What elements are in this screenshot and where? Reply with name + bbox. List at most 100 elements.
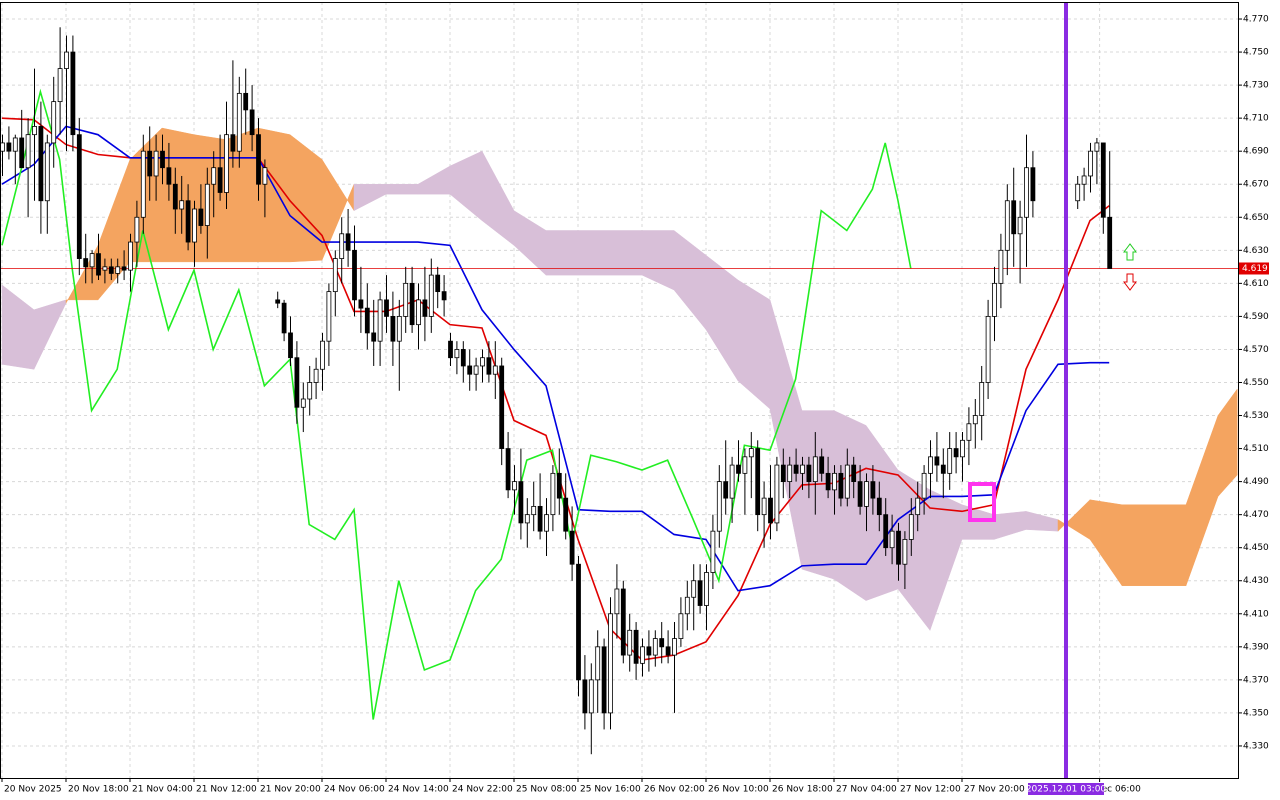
candle-body — [313, 368, 319, 383]
cursor-label: 2025.12.01 03:00 — [1026, 785, 1107, 795]
candle-body — [377, 299, 383, 342]
candle-body — [966, 423, 972, 441]
y-tick-label: 4.550 — [1243, 378, 1269, 388]
candle-body — [140, 150, 146, 218]
x-tick-label: 27 Nov 12:00 — [900, 785, 961, 795]
candle-body — [83, 258, 89, 268]
candle-body — [844, 464, 850, 499]
candle-body — [25, 134, 31, 169]
candle-body — [1088, 150, 1093, 177]
candle-body — [147, 150, 153, 177]
up-arrow — [1123, 243, 1137, 261]
candle-body — [576, 563, 581, 681]
lines-layer — [0, 88, 1238, 720]
x-tick-label: 27 Nov 04:00 — [836, 785, 897, 795]
candle-body — [652, 638, 658, 656]
candle-body — [531, 505, 537, 516]
candle-body — [300, 398, 306, 408]
candle-body — [0, 142, 5, 152]
candle-body — [352, 249, 357, 301]
candle-body — [563, 497, 569, 532]
candle-body — [1011, 200, 1017, 235]
candle-body — [742, 456, 748, 474]
candle-body — [595, 646, 601, 681]
candle-body — [480, 357, 485, 367]
y-tick-label: 4.390 — [1243, 642, 1269, 652]
candle-body — [819, 456, 825, 474]
candle-body — [806, 464, 812, 483]
candle-body — [992, 282, 997, 317]
candle-body — [665, 646, 671, 656]
x-tick-label: ec 06:00 — [1102, 785, 1142, 795]
x-tick-label: 24 Nov 22:00 — [452, 785, 513, 795]
candle-body — [556, 472, 562, 499]
candle-body — [96, 253, 101, 276]
candle-body — [307, 382, 313, 400]
y-tick-label: 4.730 — [1243, 81, 1269, 91]
candle-body — [384, 299, 389, 317]
candle-body — [524, 514, 530, 524]
candle-body — [134, 216, 140, 243]
candle-body — [320, 340, 325, 370]
x-tick-label: 20 Nov 2025 — [4, 785, 62, 795]
y-tick-label: 4.670 — [1243, 180, 1269, 190]
candle-body — [588, 679, 594, 714]
candle-body — [275, 299, 281, 304]
candle-body — [1024, 167, 1029, 218]
candle-body — [697, 580, 703, 606]
indicator-line — [1, 88, 912, 720]
candle-body — [1094, 142, 1100, 152]
candle-body — [294, 357, 300, 408]
cloud-up — [1153, 504, 1187, 586]
candle-body — [224, 134, 229, 193]
candle-body — [57, 68, 63, 103]
candle-body — [243, 92, 249, 111]
candle-body — [851, 464, 857, 483]
x-tick-label: 25 Nov 08:00 — [516, 785, 577, 795]
candle-body — [211, 167, 217, 185]
candle-body — [64, 51, 69, 69]
candle-body — [19, 137, 25, 169]
candle-body — [857, 481, 863, 507]
candles-layer — [0, 27, 1113, 755]
candle-body — [979, 382, 985, 416]
y-tick-label: 4.770 — [1243, 15, 1269, 25]
candle-body — [192, 208, 197, 243]
down-arrow — [1123, 273, 1137, 291]
axes-layer: 4.770 4.750 4.730 4.710 4.690 4.670 4.650 4.630… — [1, 15, 1269, 795]
candle-body — [659, 638, 665, 648]
y-tick-label: 4.590 — [1243, 312, 1269, 322]
candle-body — [780, 464, 786, 483]
candle-body — [832, 472, 837, 491]
candle-body — [704, 572, 709, 606]
candle-body — [640, 646, 645, 664]
candle-body — [928, 456, 933, 474]
current-price-box — [1239, 262, 1269, 275]
candle-body — [582, 679, 588, 714]
candle-body — [1100, 142, 1106, 218]
candle-body — [288, 332, 293, 359]
y-tick-label: 4.450 — [1243, 543, 1269, 553]
candle-body — [883, 514, 889, 549]
candle-body — [76, 134, 82, 259]
candle-body — [512, 481, 517, 491]
candle-body — [889, 530, 895, 549]
candle-body — [281, 302, 287, 334]
candle-body — [339, 233, 345, 259]
candle-body — [204, 183, 210, 226]
x-tick-label: 26 Nov 02:00 — [644, 785, 705, 795]
x-tick-label: 26 Nov 10:00 — [708, 785, 769, 795]
candle-body — [403, 282, 409, 317]
y-tick-label: 4.510 — [1243, 444, 1269, 454]
candle-body — [896, 530, 901, 565]
candle-body — [332, 258, 338, 293]
y-tick-label: 4.470 — [1243, 510, 1269, 520]
candle-body — [985, 315, 991, 383]
candle-body — [729, 464, 735, 499]
x-tick-label: 21 Nov 12:00 — [196, 785, 257, 795]
x-tick-label: 24 Nov 06:00 — [324, 785, 385, 795]
candle-body — [435, 274, 441, 293]
candle-body — [614, 588, 620, 615]
candle-body — [672, 638, 677, 656]
